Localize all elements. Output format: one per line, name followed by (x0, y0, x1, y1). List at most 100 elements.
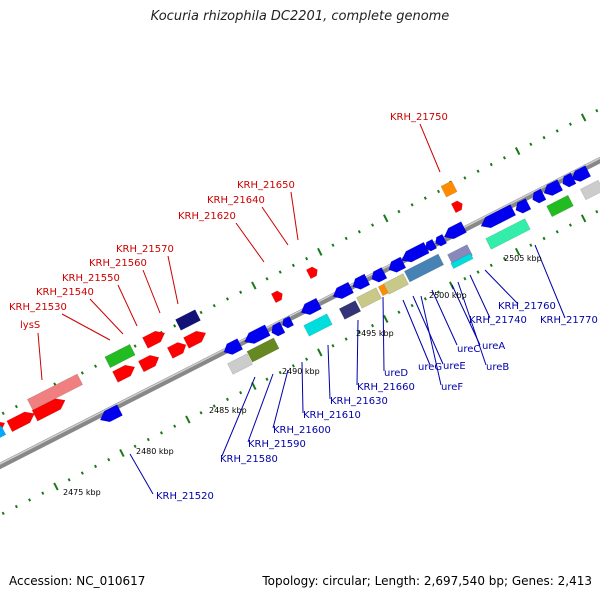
label-urea[interactable]: ureA (482, 341, 505, 352)
label-krh-21520[interactable]: KRH_21520 (156, 491, 214, 502)
inner-row-tick (397, 310, 401, 314)
inner-row-tick (94, 464, 98, 469)
leader-line (247, 373, 274, 443)
inner-row-tick (225, 397, 229, 402)
map-title: Kocuria rhizophila DC2201, complete geno… (150, 9, 450, 24)
label-uref[interactable]: ureF (441, 382, 463, 393)
leader-line (327, 344, 331, 400)
inner-row-tick (185, 415, 191, 424)
inner-row-tick (344, 337, 348, 341)
cds-forward-rna (104, 343, 136, 369)
outer-row-tick (489, 162, 493, 167)
cds-reverse-olive (246, 337, 280, 363)
leader-line (142, 269, 161, 314)
genome-backbone (0, 156, 600, 470)
label-krh-21570[interactable]: KRH_21570 (116, 244, 174, 255)
label-krh-21540[interactable]: KRH_21540 (36, 287, 94, 298)
label-krh-21660[interactable]: KRH_21660 (357, 382, 415, 393)
cds-reverse (443, 221, 467, 240)
label-krh-21650[interactable]: KRH_21650 (237, 180, 295, 191)
inner-row-tick (133, 444, 137, 448)
cds-forward-orange (440, 180, 458, 198)
leader-line (272, 369, 289, 429)
leader-line (534, 244, 566, 319)
label-lyss[interactable]: lysS (20, 320, 40, 331)
outer-row-tick (568, 122, 572, 126)
label-krh-21600[interactable]: KRH_21600 (273, 425, 331, 436)
label-krh-21630[interactable]: KRH_21630 (330, 396, 388, 407)
label-krh-21580[interactable]: KRH_21580 (220, 454, 278, 465)
scale-label-2480: 2480 kbp (136, 447, 174, 456)
outer-row-tick (278, 270, 282, 274)
outer-row-tick (371, 223, 375, 227)
label-krh-21740[interactable]: KRH_21740 (469, 315, 527, 326)
outer-row-tick (436, 189, 441, 194)
outer-row-tick (502, 156, 506, 160)
inner-row-tick (580, 214, 587, 223)
cds-reverse-grey (227, 353, 253, 375)
cds-reverse-cyan (450, 252, 474, 270)
inner-row-tick (555, 230, 559, 234)
outer-row-tick (410, 203, 414, 207)
label-krh-21760[interactable]: KRH_21760 (498, 301, 556, 312)
gene-features (0, 165, 600, 439)
leader-line (89, 298, 124, 335)
label-krh-21750[interactable]: KRH_21750 (390, 112, 448, 123)
cds-reverse (99, 404, 123, 423)
leader-line (235, 222, 265, 263)
outer-row-tick (344, 236, 348, 241)
inner-row-tick (476, 270, 480, 274)
outer-row-tick (580, 113, 587, 122)
outer-row-tick (291, 263, 295, 268)
label-krh-21560[interactable]: KRH_21560 (89, 258, 147, 269)
cds-reverse (243, 324, 271, 344)
label-krh-21620[interactable]: KRH_21620 (178, 211, 236, 222)
cds-reverse (480, 204, 517, 229)
leader-line (412, 295, 444, 365)
outer-row-tick (555, 129, 559, 133)
scale-label-2495: 2495 kbp (356, 329, 394, 338)
outer-row-tick (14, 404, 18, 409)
inner-row-tick (291, 364, 295, 368)
label-ured[interactable]: ureD (384, 368, 408, 379)
outer-row-tick (199, 310, 203, 315)
cds-forward (183, 330, 207, 349)
label-urec[interactable]: ureC (457, 344, 480, 355)
label-ureg[interactable]: ureG (418, 362, 442, 373)
label-krh-21770[interactable]: KRH_21770 (540, 315, 598, 326)
label-uree[interactable]: ureE (443, 361, 466, 372)
cds-reverse (425, 238, 438, 252)
cds-reverse (271, 321, 286, 337)
inner-row-tick (423, 297, 427, 301)
cds-reverse-steel (403, 253, 445, 283)
cds-reverse-khaki (356, 287, 382, 309)
label-krh-21530[interactable]: KRH_21530 (9, 302, 67, 313)
label-krh-21590[interactable]: KRH_21590 (248, 439, 306, 450)
outer-row-tick (212, 304, 216, 308)
cds-forward (112, 364, 136, 383)
cds-forward (6, 411, 35, 433)
leader-line (419, 123, 441, 173)
cds-forward (0, 420, 6, 439)
outer-row-tick (357, 230, 361, 234)
inner-row-tick (67, 478, 71, 482)
inner-row-tick (212, 404, 216, 408)
cds-reverse-grey (447, 244, 473, 266)
inner-row-tick (529, 243, 533, 247)
outer-row-tick (1, 411, 5, 415)
label-krh-21640[interactable]: KRH_21640 (207, 195, 265, 206)
cds-forward (142, 330, 166, 349)
label-krh-21550[interactable]: KRH_21550 (62, 273, 120, 284)
leader-line (420, 295, 442, 386)
label-krh-21610[interactable]: KRH_21610 (303, 410, 361, 421)
cds-reverse (300, 297, 323, 316)
cds-forward-small (270, 290, 283, 304)
inner-row-tick (514, 247, 521, 256)
cds-reverse-mint (485, 218, 531, 250)
inner-row-tick (410, 303, 414, 308)
label-ureb[interactable]: ureB (486, 362, 509, 373)
scale-label-2490: 2490 kbp (282, 367, 320, 376)
leader-line (221, 376, 256, 457)
inner-row-tick (502, 256, 506, 261)
leader-line (301, 361, 304, 414)
